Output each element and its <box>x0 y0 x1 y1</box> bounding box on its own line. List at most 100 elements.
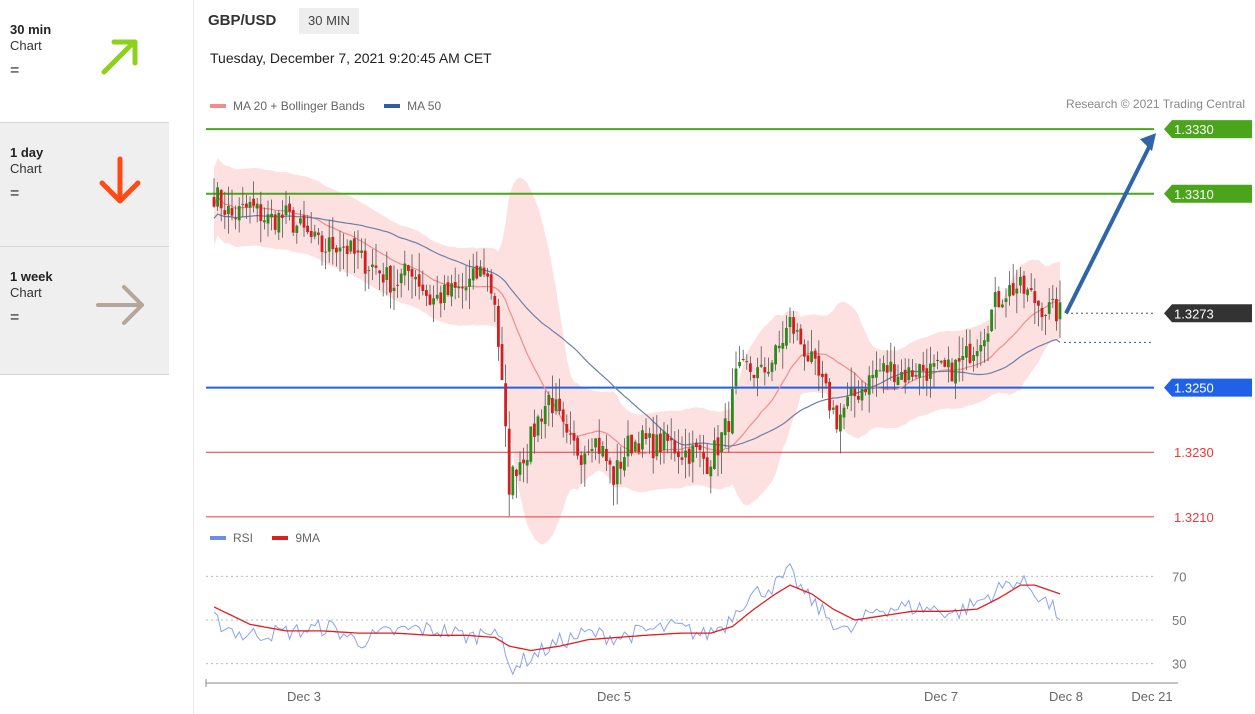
candle-body <box>911 370 914 377</box>
candle <box>860 380 864 411</box>
candle-body <box>597 437 601 454</box>
candle <box>425 284 428 306</box>
candle <box>993 276 997 330</box>
candle-body <box>608 460 612 465</box>
candle <box>965 329 968 371</box>
candle-body <box>705 457 709 475</box>
candle-body <box>626 435 630 457</box>
candle-body <box>767 371 770 374</box>
candle-body <box>345 245 349 254</box>
candle <box>853 372 857 418</box>
candle <box>551 375 554 428</box>
level-label-text: 1.3273 <box>1174 306 1214 321</box>
candle <box>518 451 522 482</box>
candle <box>626 420 630 467</box>
candle <box>979 331 983 366</box>
candle <box>1029 273 1033 292</box>
candle-body <box>543 405 547 425</box>
candle <box>842 404 846 430</box>
timeframe-badge[interactable]: 30 MIN <box>299 8 359 34</box>
candle <box>212 178 216 208</box>
candle-body <box>939 360 943 363</box>
candle-body <box>720 432 723 453</box>
candle <box>918 363 921 396</box>
level-label-tag <box>1164 184 1252 203</box>
candle-body <box>680 457 684 460</box>
candle <box>936 351 939 370</box>
level-label-text: 1.3250 <box>1174 381 1214 396</box>
candle-body <box>281 214 284 218</box>
candle <box>493 292 497 322</box>
candle-body <box>842 407 846 418</box>
candle-body <box>367 270 371 272</box>
level-label: 1.3210 <box>1174 510 1214 525</box>
price-chart[interactable]: 1.3330 1.3310 1.3273 1.3250 1.3230 1.3210 30 50… <box>194 0 1255 714</box>
candle <box>929 346 932 398</box>
candle <box>831 400 835 415</box>
candle-body <box>443 284 446 303</box>
candle-body <box>1037 300 1040 306</box>
candle-body <box>831 407 835 410</box>
candle <box>572 420 576 456</box>
candle <box>763 357 767 386</box>
candle-body <box>644 433 648 439</box>
candle-body <box>648 433 651 438</box>
candle <box>468 259 471 309</box>
candle-body <box>237 205 241 221</box>
candle-body <box>867 375 871 395</box>
candle <box>662 422 666 464</box>
candle-body <box>993 292 997 308</box>
candle <box>734 351 738 395</box>
candle <box>536 414 540 443</box>
candle <box>1011 263 1015 297</box>
candle-body <box>900 371 903 380</box>
candle <box>943 357 947 368</box>
candle <box>673 431 677 462</box>
candle-body <box>849 388 853 396</box>
candle <box>270 199 273 231</box>
candle-body <box>327 237 331 252</box>
candle <box>914 363 918 379</box>
candle <box>216 182 219 212</box>
candle-body <box>219 189 223 209</box>
candle-body <box>763 367 767 373</box>
candle-body <box>1040 307 1044 318</box>
candle <box>327 219 331 263</box>
candle <box>1037 300 1040 327</box>
candle <box>669 418 673 460</box>
candle-body <box>216 187 219 207</box>
candle-body <box>864 389 867 393</box>
timeframe-sublabel: Chart <box>10 285 42 300</box>
candle <box>345 239 349 277</box>
timeframe-1day[interactable]: 1 day Chart = <box>0 123 169 247</box>
chart-panel: GBP/USD 30 MIN Tuesday, December 7, 2021… <box>193 0 1255 714</box>
candle-body <box>914 375 918 377</box>
timeframe-30min[interactable]: 30 min Chart = <box>0 0 169 123</box>
candle-body <box>677 451 680 457</box>
candle <box>745 354 749 370</box>
candle-body <box>965 346 968 358</box>
candle-body <box>342 246 345 248</box>
level-label-text: 1.3310 <box>1174 187 1214 202</box>
candle-body <box>878 370 882 372</box>
level-label-text: 1.3210 <box>1174 510 1214 525</box>
arrow-up-right-icon <box>101 39 138 75</box>
candle-body <box>403 263 407 276</box>
chart-datetime: Tuesday, December 7, 2021 9:20:45 AM CET <box>210 50 492 66</box>
candle <box>525 443 529 484</box>
candle <box>479 260 482 278</box>
candle <box>353 231 356 274</box>
candle-body <box>551 398 554 414</box>
candle-body <box>835 405 839 430</box>
timeframe-signal: = <box>10 309 20 326</box>
candle-body <box>381 274 385 283</box>
candle <box>245 194 248 219</box>
candle <box>821 360 824 399</box>
candle <box>255 197 259 223</box>
candle <box>954 358 957 400</box>
candle <box>759 346 763 368</box>
candle-body <box>741 359 745 361</box>
timeframe-1week[interactable]: 1 week Chart = <box>0 247 169 375</box>
legend-swatch <box>384 104 401 108</box>
candle-body <box>637 443 641 453</box>
